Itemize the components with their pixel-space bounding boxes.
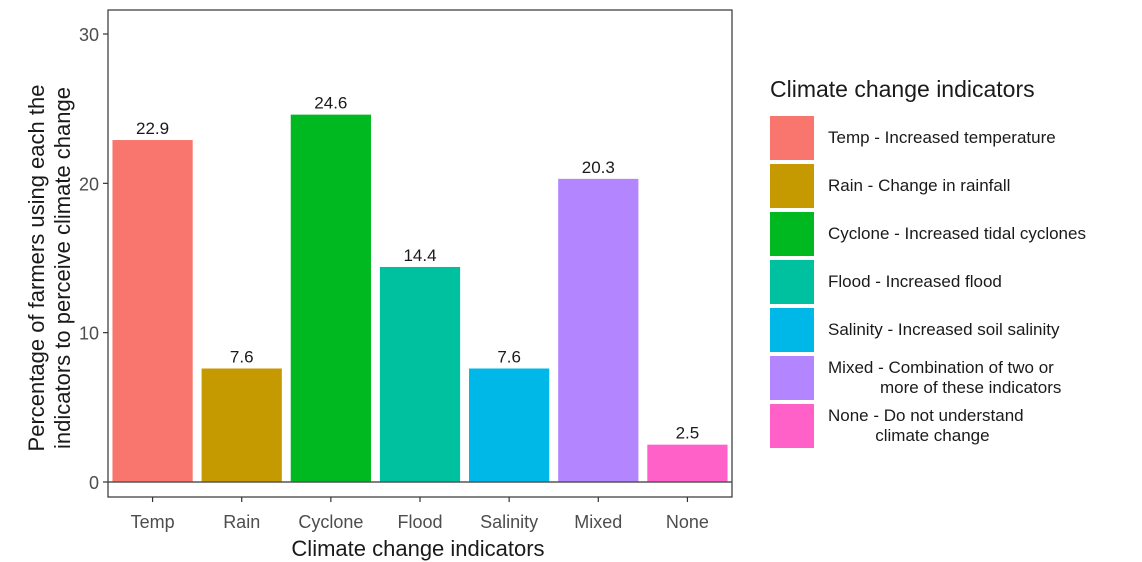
- legend-label-none: None - Do not understand climate change: [828, 406, 1024, 445]
- legend-label-temp: Temp - Increased temperature: [828, 128, 1056, 147]
- bar-rain: [201, 368, 282, 482]
- x-tick-label-salinity: Salinity: [480, 512, 538, 532]
- legend-swatch-rain: [770, 164, 814, 208]
- legend-item-mixed: Mixed - Combination of two or more of th…: [770, 355, 1140, 401]
- legend-label-cyclone: Cyclone - Increased tidal cyclones: [828, 224, 1086, 243]
- legend-item-temp: Temp - Increased temperature: [770, 115, 1140, 161]
- legend-label-salinity: Salinity - Increased soil salinity: [828, 320, 1060, 339]
- bar-temp: [112, 140, 193, 482]
- legend-label-rain: Rain - Change in rainfall: [828, 176, 1011, 195]
- legend-label-flood: Flood - Increased flood: [828, 272, 1002, 291]
- y-axis-title-line-1: Percentage of farmers using each the: [24, 85, 49, 452]
- x-tick-label-temp: Temp: [131, 512, 175, 532]
- bar-chart: 0 10 20 30 22.9 Temp 7.6 Rain 24.6 Cyclone 14.4 Flo…: [24, 9, 733, 561]
- legend-item-rain: Rain - Change in rainfall: [770, 163, 1140, 209]
- legend-swatch-none: [770, 404, 814, 448]
- legend: Climate change indicators Temp - Increas…: [770, 76, 1140, 451]
- bar-salinity: [469, 368, 550, 482]
- data-label-temp: 22.9: [136, 119, 169, 138]
- data-label-flood: 14.4: [403, 246, 436, 265]
- bar-mixed: [558, 178, 639, 482]
- y-tick-label: 30: [79, 25, 99, 45]
- bar-flood: [379, 266, 461, 482]
- legend-swatch-cyclone: [770, 212, 814, 256]
- data-label-cyclone: 24.6: [314, 94, 347, 113]
- legend-swatch-mixed: [770, 356, 814, 400]
- y-axis-title-line-2: indicators to perceive climate change: [50, 87, 75, 449]
- y-tick-label: 20: [79, 174, 99, 194]
- data-label-rain: 7.6: [230, 348, 254, 367]
- x-tick-label-rain: Rain: [223, 512, 260, 532]
- legend-item-salinity: Salinity - Increased soil salinity: [770, 307, 1140, 353]
- legend-item-none: None - Do not understand climate change: [770, 403, 1140, 449]
- x-axis-title: Climate change indicators: [291, 536, 544, 561]
- y-tick-label: 0: [89, 473, 99, 493]
- legend-item-cyclone: Cyclone - Increased tidal cyclones: [770, 211, 1140, 257]
- data-label-salinity: 7.6: [497, 348, 521, 367]
- legend-label-mixed: Mixed - Combination of two or more of th…: [828, 358, 1062, 397]
- legend-item-flood: Flood - Increased flood: [770, 259, 1140, 305]
- legend-swatch-flood: [770, 260, 814, 304]
- data-label-none: 2.5: [676, 424, 700, 443]
- legend-swatch-temp: [770, 116, 814, 160]
- y-tick-label: 10: [79, 324, 99, 344]
- legend-swatch-salinity: [770, 308, 814, 352]
- bar-cyclone: [290, 114, 371, 482]
- legend-title: Climate change indicators: [770, 76, 1035, 102]
- x-tick-label-mixed: Mixed: [574, 512, 622, 532]
- x-tick-label-none: None: [666, 512, 709, 532]
- bar-none: [647, 444, 728, 482]
- x-tick-label-cyclone: Cyclone: [298, 512, 363, 532]
- x-tick-label-flood: Flood: [397, 512, 442, 532]
- data-label-mixed: 20.3: [582, 158, 615, 177]
